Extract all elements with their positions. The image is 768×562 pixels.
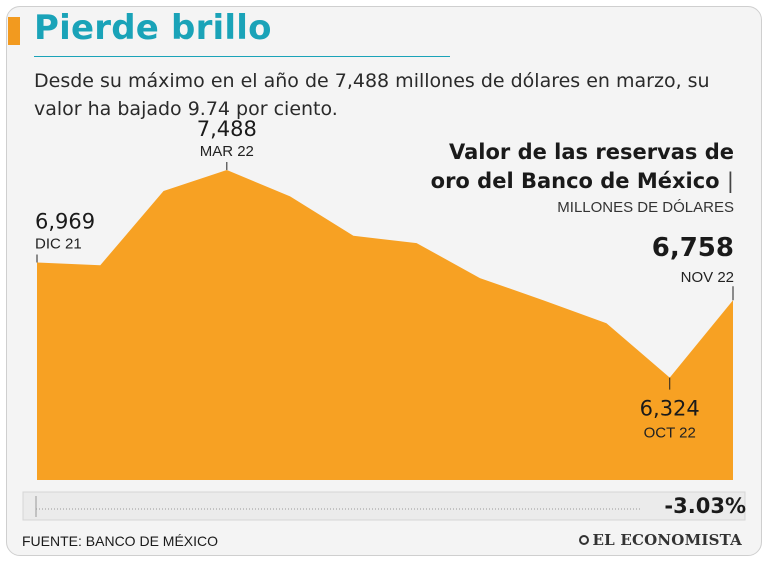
- source-note: FUENTE: BANCO DE MÉXICO: [22, 533, 219, 549]
- title-rule: [34, 56, 450, 57]
- change-bar: [22, 491, 746, 521]
- value-label-oct-22: 6,324: [640, 397, 700, 421]
- value-label-nov-22: 6,758: [652, 233, 734, 263]
- value-label-dic-21: 6,969: [35, 210, 95, 234]
- brand-logo: EL ECONOMISTA: [578, 531, 742, 549]
- chart-title: Valor de las reservas de oro del Banco d…: [430, 140, 734, 193]
- page-title: Pierde brillo: [34, 8, 272, 48]
- date-label-dic-21: DIC 21: [35, 236, 82, 253]
- date-label-oct-22: OCT 22: [644, 425, 696, 442]
- subtitle: Desde su máximo en el año de 7,488 millo…: [34, 70, 710, 120]
- accent-bar: [8, 17, 20, 45]
- chart-units: MILLONES DE DÓLARES: [557, 199, 734, 216]
- area-series: [37, 169, 733, 480]
- brand-mark-icon: [578, 535, 589, 545]
- date-label-nov-22: NOV 22: [681, 269, 734, 286]
- value-label-mar-22: 7,488: [197, 117, 257, 141]
- brand-name: EL ECONOMISTA: [592, 531, 742, 549]
- date-label-mar-22: MAR 22: [200, 143, 254, 160]
- change-percent: -3.03%: [664, 494, 746, 518]
